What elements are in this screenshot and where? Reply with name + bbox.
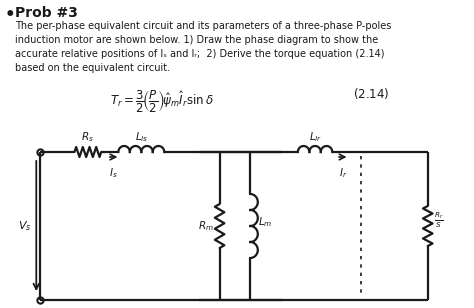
Text: $R_m$: $R_m$ — [198, 219, 214, 233]
Text: $I_r$: $I_r$ — [338, 166, 347, 180]
Text: $\frac{R_r}{S}$: $\frac{R_r}{S}$ — [435, 210, 444, 230]
Text: $R_s$: $R_s$ — [82, 130, 94, 144]
Text: $I_s$: $I_s$ — [109, 166, 118, 180]
Text: $T_r = \dfrac{3}{2}\!\left(\dfrac{P}{2}\right)\!\hat{\psi}_m \hat{I}_r \sin\delt: $T_r = \dfrac{3}{2}\!\left(\dfrac{P}{2}\… — [110, 88, 213, 114]
Text: Prob #3: Prob #3 — [15, 6, 78, 20]
Text: •: • — [5, 6, 15, 24]
Text: $L_{ls}$: $L_{ls}$ — [135, 130, 148, 144]
Text: The per-phase equivalent circuit and its parameters of a three-phase P-poles
ind: The per-phase equivalent circuit and its… — [15, 21, 392, 73]
Text: $L_{lr}$: $L_{lr}$ — [309, 130, 322, 144]
Text: $(2.14)$: $(2.14)$ — [353, 86, 390, 101]
Text: $L_m$: $L_m$ — [258, 215, 272, 229]
Text: $V_s$: $V_s$ — [18, 219, 32, 233]
